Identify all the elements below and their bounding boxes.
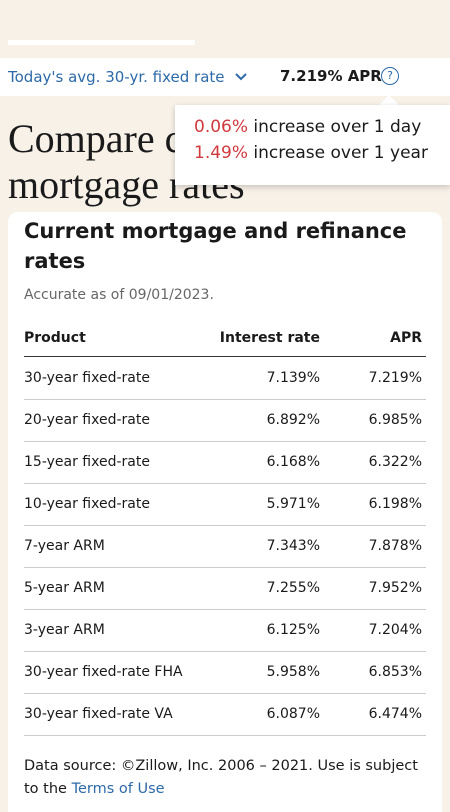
apr-cell: 6.322% xyxy=(368,454,422,470)
apr-cell: 6.198% xyxy=(368,496,422,512)
product-cell: 10-year fixed-rate xyxy=(24,496,150,512)
table-row: 3-year ARM 6.125% 7.204% xyxy=(24,609,426,652)
change-text: increase over 1 day xyxy=(253,117,422,137)
tooltip-line: 1.49% increase over 1 year xyxy=(194,143,428,163)
table-row: 30-year fixed-rate 7.139% 7.219% xyxy=(24,357,426,400)
product-cell: 7-year ARM xyxy=(24,538,105,554)
help-icon[interactable]: ? xyxy=(381,67,399,85)
rate-dropdown[interactable]: Today's avg. 30-yr. fixed rate xyxy=(8,68,248,86)
rates-card xyxy=(8,212,442,812)
product-cell: 15-year fixed-rate xyxy=(24,454,150,470)
column-header: Interest rate xyxy=(219,329,320,346)
apr-cell: 7.204% xyxy=(368,622,422,638)
table-row: 20-year fixed-rate 6.892% 6.985% xyxy=(24,399,426,442)
interest-cell: 6.087% xyxy=(266,706,320,722)
rate-label: Today's avg. 30-yr. fixed rate xyxy=(8,68,225,86)
interest-cell: 5.958% xyxy=(266,664,320,680)
tooltip-line: 0.06% increase over 1 day xyxy=(194,117,421,137)
product-cell: 3-year ARM xyxy=(24,622,105,638)
apr-cell: 6.853% xyxy=(368,664,422,680)
table-row: 5-year ARM 7.255% 7.952% xyxy=(24,567,426,610)
product-cell: 30-year fixed-rate xyxy=(24,370,150,386)
table-row: 10-year fixed-rate 5.971% 6.198% xyxy=(24,483,426,526)
card-title: Current mortgage and refinance rates xyxy=(24,219,407,273)
chevron xyxy=(235,73,248,81)
product-cell: 20-year fixed-rate xyxy=(24,412,150,428)
rate-bar xyxy=(0,58,450,96)
interest-cell: 7.255% xyxy=(266,580,320,596)
column-header: Product xyxy=(24,329,86,346)
change-value: 0.06% xyxy=(194,117,249,137)
apr-cell: 7.219% xyxy=(368,370,422,386)
change-text: increase over 1 year xyxy=(253,143,428,163)
footer: Data source: ©Zillow, Inc. 2006 – 2021. … xyxy=(24,755,434,801)
apr-cell: 6.985% xyxy=(368,412,422,428)
accuracy-note: Accurate as of 09/01/2023. xyxy=(24,287,214,303)
product-cell: 30-year fixed-rate VA xyxy=(24,706,173,722)
interest-cell: 5.971% xyxy=(266,496,320,512)
apr-cell: 7.878% xyxy=(368,538,422,554)
footer-text: Data source: ©Zillow, Inc. 2006 – 2021. … xyxy=(24,758,418,797)
column-header: APR xyxy=(390,329,422,346)
top-bar xyxy=(8,40,195,45)
apr-cell: 7.952% xyxy=(368,580,422,596)
rate-value: 7.219% APR xyxy=(280,67,382,85)
product-cell: 30-year fixed-rate FHA xyxy=(24,664,183,680)
change-value: 1.49% xyxy=(194,143,249,163)
table-row: 15-year fixed-rate 6.168% 6.322% xyxy=(24,441,426,484)
table-row: 30-year fixed-rate FHA 5.958% 6.853% xyxy=(24,651,426,694)
tooltip: 0.06% increase over 1 day 1.49% increase … xyxy=(175,105,450,185)
apr-cell: 6.474% xyxy=(368,706,422,722)
product-cell: 5-year ARM xyxy=(24,580,105,596)
table-row: 7-year ARM 7.343% 7.878% xyxy=(24,525,426,568)
terms-link[interactable]: Terms of Use xyxy=(71,781,165,797)
table-header: Product Interest rate APR xyxy=(24,319,426,357)
interest-cell: 7.343% xyxy=(266,538,320,554)
table-row: 30-year fixed-rate VA 6.087% 6.474% xyxy=(24,693,426,736)
interest-cell: 6.168% xyxy=(266,454,320,470)
interest-cell: 6.125% xyxy=(266,622,320,638)
interest-cell: 6.892% xyxy=(266,412,320,428)
interest-cell: 7.139% xyxy=(266,370,320,386)
